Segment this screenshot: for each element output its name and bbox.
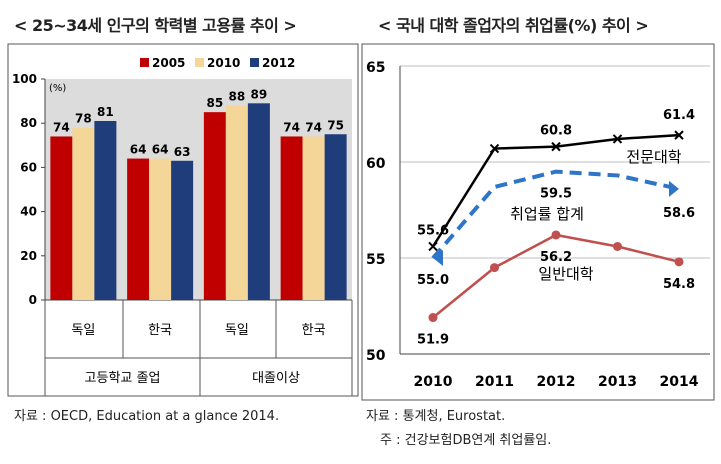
left-bar-label: 89 xyxy=(251,87,268,101)
left-bar xyxy=(171,161,193,300)
right-data-label: 51.9 xyxy=(417,333,449,348)
left-bar-label: 85 xyxy=(207,96,224,110)
left-bar-label: 64 xyxy=(152,143,169,157)
left-group-label: 대졸이상 xyxy=(252,371,300,386)
right-data-label: 59.5 xyxy=(540,187,572,202)
right-point-marker xyxy=(429,313,438,322)
left-bar-label: 74 xyxy=(305,120,322,134)
right-y-tick-label: 50 xyxy=(366,348,386,364)
right-x-tick-label: 2010 xyxy=(414,374,453,390)
left-y-tick-label: 20 xyxy=(20,249,37,263)
left-chart-source: 자료 : OECD, Education at a glance 2014. xyxy=(14,405,279,424)
right-series-name: 취업률 합계 xyxy=(510,205,584,223)
left-y-tick-label: 100 xyxy=(12,72,37,86)
right-y-tick-label: 55 xyxy=(366,252,385,268)
left-y-tick-label: 80 xyxy=(20,116,37,130)
left-category-label: 한국 xyxy=(302,323,326,338)
left-legend-swatch xyxy=(140,58,149,67)
left-legend-swatch xyxy=(250,58,259,67)
right-point-marker xyxy=(429,242,437,250)
right-data-label: 56.2 xyxy=(540,250,572,265)
left-bar-label: 75 xyxy=(327,118,344,132)
left-bar-label: 64 xyxy=(130,143,147,157)
left-category-label: 독일 xyxy=(71,323,95,338)
right-data-label: 55.0 xyxy=(417,273,449,288)
right-chart-note: 주 : 건강보험DB연계 취업률임. xyxy=(380,429,551,448)
right-chart-source: 자료 : 통계청, Eurostat. xyxy=(366,405,505,424)
right-data-label: 60.8 xyxy=(540,124,572,139)
left-bar-label: 88 xyxy=(229,90,246,104)
right-point-marker xyxy=(675,257,684,266)
left-bar-label: 81 xyxy=(97,105,114,119)
left-y-tick-label: 40 xyxy=(20,205,37,219)
right-x-tick-label: 2011 xyxy=(475,374,514,390)
left-unit-label: (%) xyxy=(49,83,66,94)
right-point-marker xyxy=(552,230,561,239)
right-series-name: 전문대학 xyxy=(626,148,681,166)
right-x-tick-label: 2014 xyxy=(660,374,699,390)
right-point-marker xyxy=(490,263,499,272)
right-point-marker xyxy=(613,242,622,251)
left-legend-label: 2012 xyxy=(262,56,295,70)
left-group-label: 고등학교 졸업 xyxy=(85,371,161,386)
right-series-name: 일반대학 xyxy=(538,265,593,283)
left-legend-swatch xyxy=(195,58,204,67)
left-bar xyxy=(149,159,171,300)
left-bar xyxy=(72,128,94,300)
left-bar-label: 78 xyxy=(75,112,92,126)
right-data-label: 55.6 xyxy=(417,223,449,238)
right-x-tick-label: 2013 xyxy=(598,374,637,390)
left-bar xyxy=(325,134,347,300)
right-point-marker xyxy=(669,181,679,197)
right-x-tick-label: 2012 xyxy=(537,374,576,390)
right-y-tick-label: 60 xyxy=(366,156,386,172)
left-y-tick-label: 60 xyxy=(20,160,37,174)
right-data-label: 61.4 xyxy=(663,108,695,123)
left-bar xyxy=(204,112,226,300)
left-category-label: 독일 xyxy=(225,323,249,338)
left-bar xyxy=(94,121,116,300)
right-data-label: 58.6 xyxy=(663,206,695,221)
left-bar-label: 74 xyxy=(283,120,300,134)
left-bar xyxy=(303,136,325,300)
left-bar xyxy=(127,159,149,300)
right-data-label: 54.8 xyxy=(663,277,695,292)
left-bar-label: 63 xyxy=(174,145,191,159)
left-bar xyxy=(226,106,248,300)
left-legend-label: 2010 xyxy=(207,56,240,70)
left-y-tick-label: 0 xyxy=(29,293,37,307)
left-legend-label: 2005 xyxy=(152,56,185,70)
left-bar xyxy=(50,136,72,300)
left-bar-label: 74 xyxy=(53,120,70,134)
right-y-tick-label: 65 xyxy=(366,60,385,76)
left-category-label: 한국 xyxy=(148,323,172,338)
left-bar xyxy=(248,103,270,300)
left-bar xyxy=(281,136,303,300)
